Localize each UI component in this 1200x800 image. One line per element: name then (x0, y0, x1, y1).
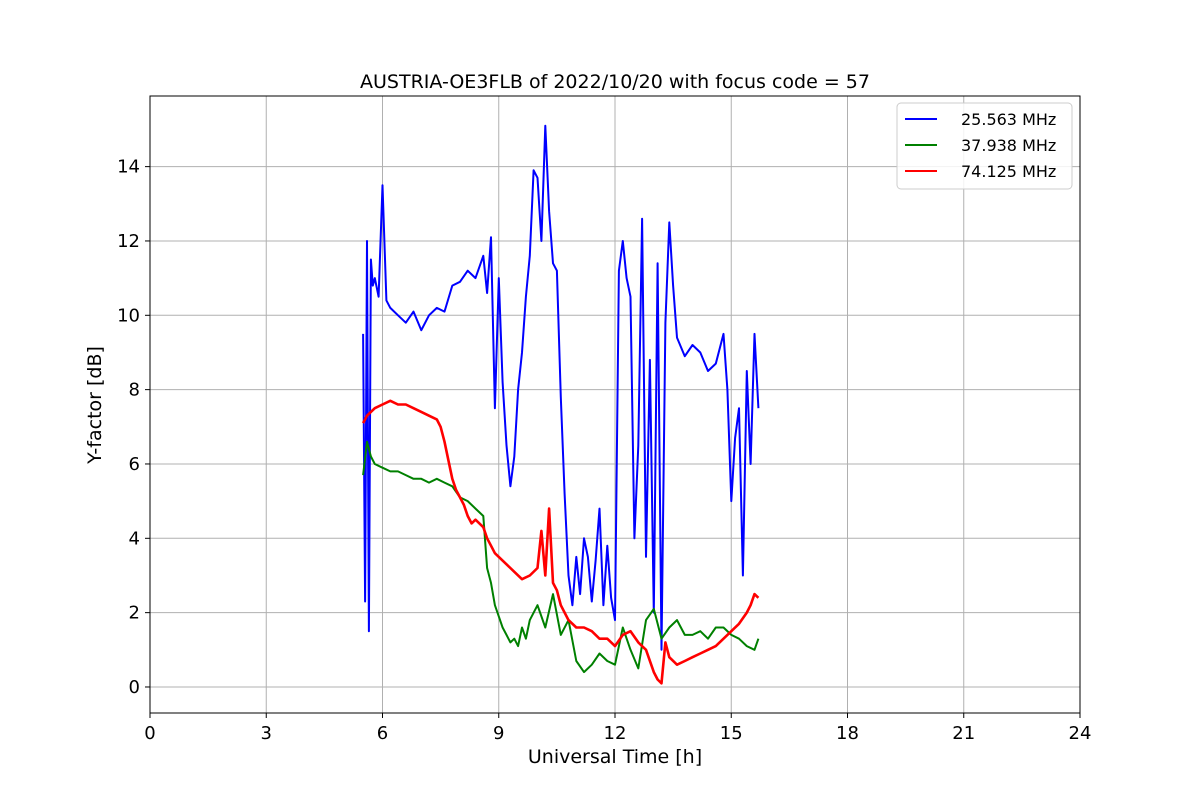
legend-label: 25.563 MHz (961, 110, 1056, 129)
y-tick-label: 8 (129, 380, 140, 401)
x-tick-label: 6 (377, 723, 388, 744)
y-tick-label: 10 (117, 305, 140, 326)
series-line-2 (362, 440, 760, 674)
y-tick-label: 0 (129, 677, 140, 698)
chart-title: AUSTRIA-OE3FLB of 2022/10/20 with focus … (360, 71, 870, 93)
x-tick-label: 9 (493, 723, 504, 744)
series-line-3 (361, 399, 760, 685)
series-line-1 (362, 124, 760, 651)
x-tick-label: 15 (720, 723, 743, 744)
y-tick-label: 12 (117, 231, 140, 252)
y-tick-label: 14 (117, 157, 140, 178)
legend: 25.563 MHz 37.938 MHz 74.125 MHz (896, 102, 1073, 190)
x-tick-label: 3 (261, 723, 272, 744)
x-tick-label: 12 (604, 723, 627, 744)
y-tick-label: 4 (129, 528, 140, 549)
x-tick-label: 18 (836, 723, 859, 744)
legend-label: 74.125 MHz (961, 162, 1056, 181)
x-tick-label: 0 (144, 723, 155, 744)
series-lines (361, 124, 760, 685)
x-tick-label: 24 (1069, 723, 1092, 744)
x-axis-label: Universal Time [h] (528, 746, 702, 768)
x-tick-label: 21 (952, 723, 975, 744)
y-tick-label: 6 (129, 454, 140, 475)
x-axis-ticks: 0 3 6 9 12 15 18 21 24 (144, 713, 1091, 744)
y-axis-label: Y-factor [dB] (84, 346, 106, 465)
legend-label: 37.938 MHz (961, 136, 1056, 155)
y-tick-label: 2 (129, 603, 140, 624)
legend-box (896, 102, 1073, 190)
y-axis-ticks: 0 2 4 6 8 10 12 14 (117, 157, 150, 698)
